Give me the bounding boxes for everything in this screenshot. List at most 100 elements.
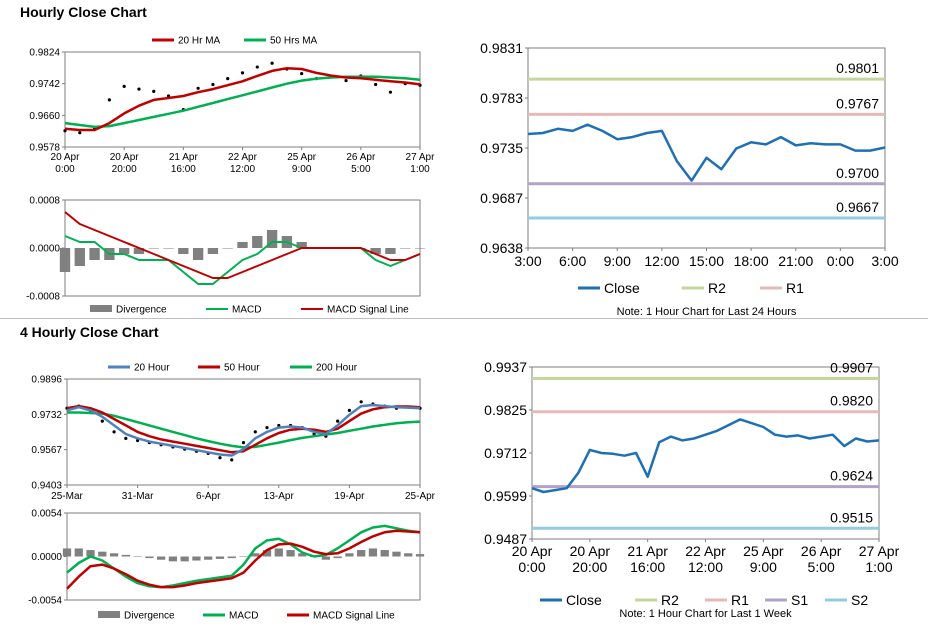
hourly-price-xtick-label: 9:00 — [292, 164, 312, 175]
4hourly-week-xtick-label: 22 Apr — [685, 543, 726, 559]
4hourly-macd-divergence-bar — [357, 550, 366, 557]
hourly-price-xtick-label: 26 Apr — [346, 152, 376, 163]
4hourly-week-xtick-label: 12:00 — [688, 559, 723, 575]
hourly-price-xtick-label: 20:00 — [112, 164, 137, 175]
4hourly-macd-divergence-bar — [145, 556, 154, 559]
hourly-24h-xtick-label: 15:00 — [689, 253, 724, 269]
hourly-price-close-point — [122, 84, 126, 88]
4hourly-price-close-point — [277, 423, 281, 428]
4hourly-week-xtick-label: 25 Apr — [743, 543, 784, 559]
hourly-price-xtick-label: 16:00 — [171, 164, 196, 175]
4hourly-price-ytick-label: 0.9403 — [31, 481, 62, 492]
hourly-24h-ytick-label: 0.9735 — [480, 140, 523, 156]
hourly-24h-ytick-label: 0.9638 — [480, 240, 523, 256]
hourly-price-close-point — [374, 82, 378, 87]
hourly-price-close-point — [226, 77, 230, 81]
hourly-price-close-point — [196, 86, 200, 90]
4hourly-price-frame — [66, 378, 421, 486]
4hourly-macd-signal-line — [66, 529, 421, 590]
hourly-24h-ytick-label: 0.9687 — [480, 190, 523, 206]
4hourly-week-xtick-label: 20:00 — [572, 559, 607, 575]
4hourly-price-legend-20h-label: 20 Hour — [134, 363, 170, 374]
4hourly-week-ytick-label: 0.9825 — [484, 402, 527, 418]
hourly-price-close-point — [300, 72, 304, 76]
hourly-price-close-point — [240, 71, 245, 75]
4hourly-price-close-point — [347, 408, 351, 412]
4hourly-week-legend-s2-label: S2 — [851, 592, 868, 608]
4hourly-macd-divergence-bar — [251, 553, 260, 557]
4hourly-macd-divergence-bar — [204, 556, 213, 560]
hourly-macd-signal-line — [64, 211, 421, 279]
hourly-macd-divergence-bar — [296, 242, 307, 248]
4hourly-macd-divergence-bar — [345, 553, 354, 557]
4hourly-macd-divergence-bar — [215, 556, 225, 559]
hourly-24h-level-label-s1: 0.9700 — [836, 165, 879, 181]
4hourly-macd-divergence-bar — [62, 548, 72, 557]
4hourly-price-50h-line — [66, 404, 421, 454]
hourly-24h-ytick-label: 0.9783 — [480, 90, 523, 106]
4hourly-price-xtick-label: 25-Apr — [405, 491, 436, 502]
4hourly-price-20h-line — [66, 403, 421, 457]
hourly-macd-divergence-bar — [74, 248, 85, 266]
hourly-24h-level-label-s2: 0.9667 — [836, 199, 879, 215]
hourly-price-frame — [64, 51, 421, 148]
hourly-24h-xtick-label: 9:00 — [604, 253, 631, 269]
hourly-price-xtick-label: 5:00 — [351, 164, 371, 175]
hourly-macd-divergence-bar — [266, 230, 278, 248]
hourly-macd-chart: 0.0008 0.0000 -0.0008 Divergence MACD MACD Si… — [26, 196, 426, 316]
4hourly-macd-divergence-bar — [74, 548, 83, 557]
hourly-macd-ytick-label: 0.0000 — [29, 244, 60, 255]
hourly-price-ytick-label: 0.9824 — [29, 48, 60, 59]
4hourly-price-close-point — [336, 419, 340, 423]
4hourly-week-level-label-r2: 0.9907 — [830, 359, 873, 375]
4hourly-week-xtick-label: 26 Apr — [801, 543, 842, 559]
4hourly-price-ytick-label: 0.9567 — [31, 445, 62, 456]
4hourly-price-ytick-label: 0.9732 — [31, 410, 62, 421]
hourly-24h-level-label-r2: 0.9801 — [836, 60, 879, 76]
4hourly-price-close-point — [241, 441, 246, 445]
hourly-price-xtick-label: 20 Apr — [51, 152, 81, 163]
4hourly-week-legend-r1-label: R1 — [731, 592, 749, 608]
hourly-price-close-point — [78, 131, 82, 135]
hourly-price-close-point — [270, 61, 274, 65]
hourly-24h-xtick-label: 12:00 — [644, 253, 679, 269]
hourly-price-close-point — [211, 82, 215, 87]
hourly-price-close-point — [137, 87, 141, 91]
4hourly-macd-divergence-bar — [192, 556, 201, 561]
4hourly-macd-ytick-label: 0.0000 — [31, 552, 62, 563]
hourly-24h-xtick-label: 3:00 — [871, 253, 898, 269]
hourly-price-50hr-ma-line — [64, 75, 421, 129]
4hourly-macd-ytick-label: 0.0054 — [31, 509, 62, 520]
4hourly-week-xtick-label: 16:00 — [630, 559, 665, 575]
4hourly-macd-divergence-bar — [227, 556, 236, 559]
4hourly-week-xtick-label: 21 Apr — [627, 543, 668, 559]
4hourly-price-close-point — [100, 419, 104, 423]
hourly-24h-legend-r1-label: R1 — [786, 280, 804, 296]
4hourly-section-title: 4 Hourly Close Chart — [20, 324, 159, 340]
hourly-price-xtick-label: 12:00 — [230, 164, 255, 175]
4hourly-macd-divergence-bar — [368, 548, 378, 557]
4hourly-macd-divergence-bar — [98, 551, 107, 557]
hourly-price-xtick-label: 20 Apr — [110, 152, 140, 163]
4hourly-macd-divergence-bar — [274, 548, 283, 557]
hourly-price-close-point — [255, 65, 259, 69]
hourly-24h-legend-r2-label: R2 — [708, 280, 726, 296]
4hourly-price-close-point — [253, 430, 257, 434]
4hourly-macd-divergence-bar — [168, 556, 178, 562]
4hourly-macd-divergence-bar — [415, 554, 425, 557]
hourly-macd-divergence-bar — [252, 236, 263, 248]
hourly-macd-divergence-bar — [207, 248, 219, 254]
hourly-24h-xtick-label: 0:00 — [827, 253, 854, 269]
hourly-price-close-point — [388, 90, 393, 94]
4hourly-week-legend-close-label: Close — [566, 592, 602, 608]
4hourly-week-ytick-label: 0.9487 — [484, 531, 527, 547]
hourly-24h-xtick-label: 3:00 — [514, 253, 541, 269]
4hourly-macd-divergence-bar — [298, 553, 307, 557]
4hourly-macd-chart: 0.0054 0.0000 -0.0054 Divergence MACD MACD Si… — [28, 509, 425, 622]
hourly-macd-divergence-bar — [163, 248, 174, 249]
hourly-price-ytick-label: 0.9742 — [29, 79, 60, 90]
hourly-macd-divergence-bar — [370, 248, 381, 254]
hourly-24h-xtick-label: 18:00 — [734, 253, 769, 269]
4hourly-week-frame — [531, 366, 880, 540]
